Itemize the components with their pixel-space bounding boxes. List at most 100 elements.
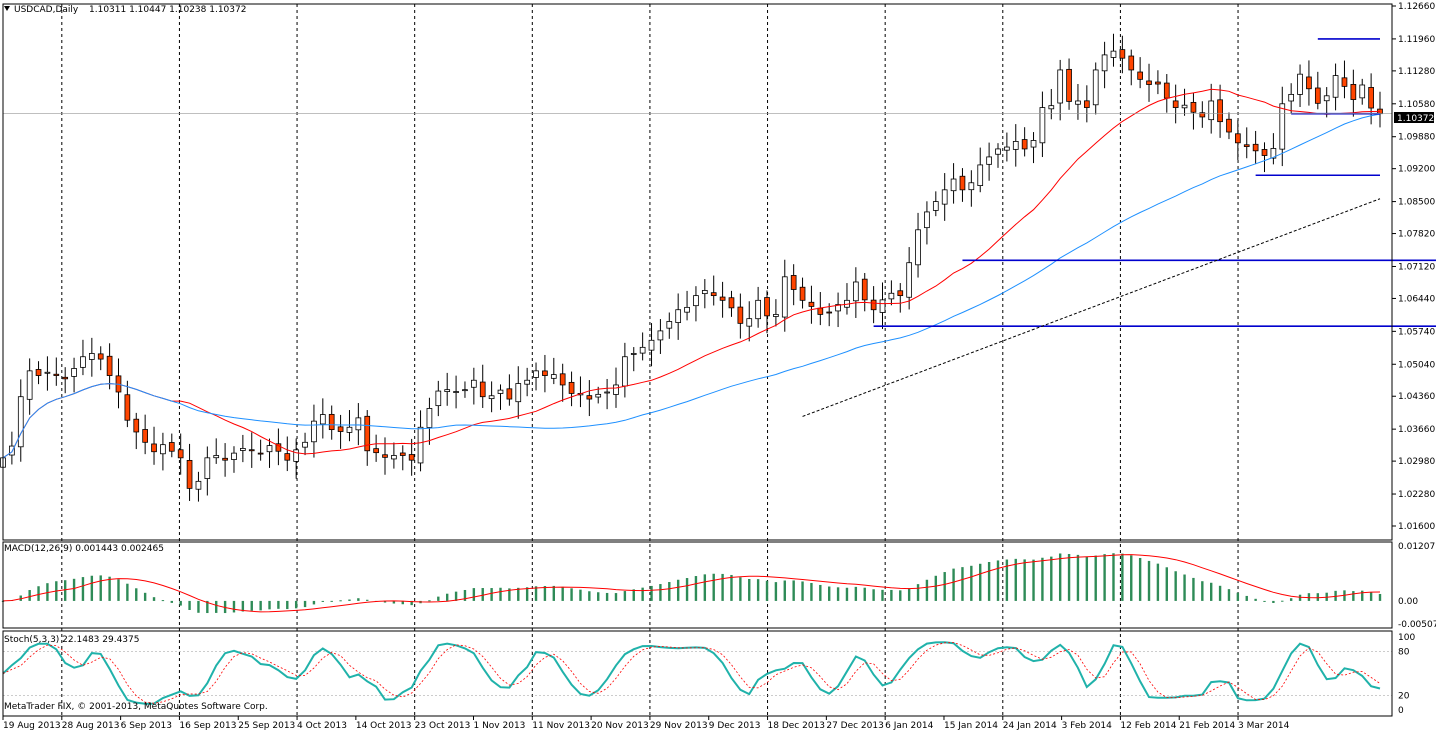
macd-bar <box>890 589 893 601</box>
price-y-tick-label: 1.07820 <box>1398 230 1435 240</box>
macd-bar <box>614 593 618 601</box>
macd-bar <box>1298 594 1302 601</box>
candle <box>719 281 726 318</box>
macd-bar <box>428 600 431 602</box>
macd-bar <box>1121 553 1124 601</box>
candle <box>391 442 397 469</box>
macd-bar <box>1147 560 1151 601</box>
candle <box>17 379 24 462</box>
stoch-panel-title: Stoch(5,3,3) 22.1483 29.4375 <box>4 635 139 645</box>
macd-bar <box>774 582 778 601</box>
price-y-tick-label: 1.11280 <box>1398 67 1435 77</box>
macd-bar <box>783 580 786 601</box>
candle <box>675 293 682 340</box>
candle <box>479 364 486 408</box>
x-tick-label: 18 Dec 2013 <box>768 721 826 731</box>
x-tick-label: 6 Sep 2013 <box>121 721 172 731</box>
candle <box>35 361 42 385</box>
macd-bar <box>463 589 467 601</box>
x-tick-label: 25 Sep 2013 <box>238 721 295 731</box>
macd-bar <box>739 577 742 601</box>
macd-bar <box>117 579 120 601</box>
candle <box>1004 132 1010 162</box>
macd-bar <box>828 586 831 601</box>
macd-bar <box>188 600 191 610</box>
macd-bar <box>845 587 849 601</box>
candle <box>639 332 646 361</box>
candle <box>9 431 15 465</box>
macd-bar <box>730 574 733 601</box>
macd-bar <box>1041 557 1044 601</box>
candle <box>382 437 388 475</box>
macd-bar <box>650 585 653 601</box>
candle <box>808 285 815 324</box>
stoch-panel[interactable] <box>2 641 1392 705</box>
price-y-tick-label: 1.03660 <box>1398 425 1435 435</box>
candle <box>266 438 273 468</box>
candle <box>133 412 140 450</box>
candle <box>977 147 984 193</box>
macd-bar <box>268 600 271 610</box>
grid <box>61 4 1239 716</box>
candle <box>630 347 637 372</box>
candle <box>364 410 371 466</box>
candle <box>1226 112 1232 140</box>
price-y-tick-label: 1.02980 <box>1398 457 1435 467</box>
macd-bar <box>570 588 573 601</box>
candle <box>248 432 255 468</box>
macd-bar <box>508 588 511 601</box>
macd-bar <box>294 600 298 609</box>
collapse-arrow-icon[interactable] <box>4 6 10 11</box>
macd-bar <box>543 586 547 601</box>
candle <box>950 163 957 204</box>
candle <box>1155 70 1161 95</box>
macd-panel-title: MACD(12,26,9) 0.001443 0.002465 <box>4 544 164 554</box>
macd-bar <box>499 587 502 601</box>
macd-bar <box>756 579 760 601</box>
candle <box>293 438 300 479</box>
candle <box>835 292 841 328</box>
macd-bar <box>961 567 964 601</box>
macd-bar <box>525 587 529 601</box>
x-tick-label: 24 Jan 2014 <box>1003 721 1057 731</box>
macd-bar <box>765 580 769 601</box>
candle <box>1021 127 1028 157</box>
candle <box>88 337 95 377</box>
x-tick-label: 29 Nov 2013 <box>650 721 708 731</box>
candle <box>462 381 468 398</box>
candle <box>44 356 51 391</box>
candle <box>1323 87 1330 118</box>
candle <box>53 357 60 386</box>
macd-bar <box>63 580 67 601</box>
macd-bar <box>907 588 911 601</box>
candle <box>1101 41 1108 89</box>
macd-bar <box>685 578 689 601</box>
price-panel[interactable] <box>0 33 1436 502</box>
candle <box>142 414 148 455</box>
candle <box>755 286 761 328</box>
macd-bar <box>552 585 555 601</box>
price-y-tick-label: 1.02280 <box>1398 490 1435 500</box>
candle <box>1288 83 1295 114</box>
candle <box>710 275 717 306</box>
macd-bar <box>357 598 360 601</box>
candle <box>968 170 975 207</box>
candle <box>1030 132 1037 164</box>
candle <box>1110 33 1117 67</box>
macd-bar <box>454 591 458 601</box>
candle <box>337 414 344 449</box>
candle <box>924 201 930 245</box>
macd-bar <box>1156 563 1160 601</box>
macd-bar <box>321 600 325 602</box>
price-y-tick-label: 1.12660 <box>1398 2 1435 12</box>
macd-bar <box>72 578 76 601</box>
candle <box>319 398 326 439</box>
x-tick-label: 12 Feb 2014 <box>1120 721 1176 731</box>
candle <box>737 293 744 339</box>
macd-bar <box>943 572 946 601</box>
macd-panel[interactable] <box>1 553 1382 614</box>
macd-bar <box>1316 593 1320 601</box>
